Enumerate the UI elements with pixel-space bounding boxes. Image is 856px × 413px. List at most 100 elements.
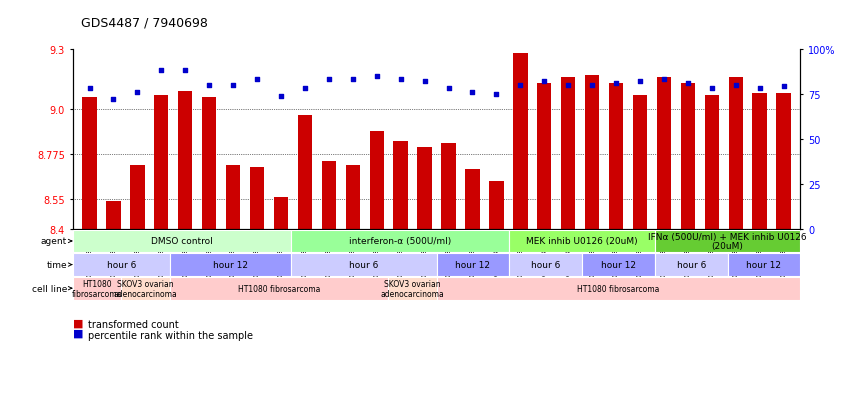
Point: [705, 86, 719, 93]
Bar: [681, 83, 695, 229]
Bar: [582, 254, 655, 276]
Text: transformed count: transformed count: [88, 320, 179, 330]
Text: agent: agent: [41, 237, 67, 246]
Bar: [122, 277, 169, 300]
Point: [83, 86, 97, 93]
Bar: [728, 254, 800, 276]
Bar: [466, 169, 479, 229]
Text: hour 12: hour 12: [746, 261, 782, 269]
Bar: [655, 230, 800, 253]
Point: [202, 82, 216, 89]
Bar: [346, 165, 360, 229]
Point: [322, 77, 336, 83]
Point: [514, 82, 527, 89]
Point: [274, 93, 288, 100]
Point: [681, 81, 695, 87]
Point: [394, 77, 407, 83]
Text: hour 6: hour 6: [107, 261, 136, 269]
Point: [130, 89, 144, 96]
Point: [466, 89, 479, 96]
Bar: [704, 95, 719, 229]
Bar: [437, 277, 800, 300]
Bar: [633, 95, 647, 229]
Text: SKOV3 ovarian
adenocarcinoma: SKOV3 ovarian adenocarcinoma: [114, 279, 177, 298]
Bar: [776, 93, 791, 229]
Point: [226, 82, 240, 89]
Bar: [82, 97, 97, 229]
Point: [776, 84, 790, 90]
Bar: [437, 254, 509, 276]
Bar: [490, 181, 503, 229]
Bar: [728, 78, 743, 229]
Point: [729, 82, 743, 89]
Bar: [752, 93, 767, 229]
Text: hour 6: hour 6: [676, 261, 706, 269]
Text: percentile rank within the sample: percentile rank within the sample: [88, 330, 253, 340]
Text: SKOV3 ovarian
adenocarcinoma: SKOV3 ovarian adenocarcinoma: [380, 279, 444, 298]
Bar: [106, 201, 121, 229]
Point: [346, 77, 360, 83]
Text: DMSO control: DMSO control: [151, 237, 213, 246]
Bar: [73, 277, 122, 300]
Text: IFNα (500U/ml) + MEK inhib U0126
(20uM): IFNα (500U/ml) + MEK inhib U0126 (20uM): [648, 232, 807, 251]
Bar: [154, 95, 169, 229]
Bar: [274, 197, 288, 229]
Text: GDS4487 / 7940698: GDS4487 / 7940698: [81, 17, 208, 29]
Bar: [291, 254, 437, 276]
Bar: [226, 165, 241, 229]
Bar: [655, 254, 728, 276]
Text: HT1080 fibrosarcoma: HT1080 fibrosarcoma: [577, 284, 660, 293]
Text: ■: ■: [73, 328, 83, 338]
Bar: [250, 167, 265, 229]
Bar: [657, 78, 671, 229]
Point: [370, 73, 383, 80]
Bar: [442, 143, 455, 229]
Point: [538, 78, 551, 85]
Bar: [130, 165, 145, 229]
Bar: [537, 83, 551, 229]
Point: [633, 78, 647, 85]
Bar: [202, 97, 217, 229]
Point: [178, 68, 192, 74]
Text: HT1080 fibrosarcoma: HT1080 fibrosarcoma: [238, 284, 320, 293]
Bar: [585, 76, 599, 229]
Bar: [169, 254, 291, 276]
Text: HT1080
fibrosarcoma: HT1080 fibrosarcoma: [72, 279, 122, 298]
Text: MEK inhib U0126 (20uM): MEK inhib U0126 (20uM): [526, 237, 638, 246]
Point: [657, 77, 671, 83]
Bar: [298, 115, 312, 229]
Point: [154, 68, 168, 74]
Bar: [418, 147, 431, 229]
Point: [250, 77, 264, 83]
Text: hour 12: hour 12: [213, 261, 248, 269]
Bar: [388, 277, 437, 300]
Point: [586, 82, 599, 89]
Bar: [509, 230, 655, 253]
Text: hour 6: hour 6: [531, 261, 561, 269]
Bar: [178, 92, 193, 229]
Bar: [73, 254, 169, 276]
Text: hour 12: hour 12: [601, 261, 636, 269]
Bar: [322, 161, 336, 229]
Text: cell line: cell line: [32, 284, 67, 293]
Point: [562, 82, 575, 89]
Bar: [291, 230, 509, 253]
Bar: [370, 131, 383, 229]
Text: hour 12: hour 12: [455, 261, 490, 269]
Point: [298, 86, 312, 93]
Point: [752, 86, 766, 93]
Point: [442, 86, 455, 93]
Bar: [609, 83, 623, 229]
Bar: [513, 54, 527, 229]
Bar: [73, 230, 291, 253]
Point: [107, 97, 121, 103]
Bar: [509, 254, 582, 276]
Point: [490, 91, 503, 98]
Bar: [394, 141, 407, 229]
Text: interferon-α (500U/ml): interferon-α (500U/ml): [349, 237, 451, 246]
Text: time: time: [46, 261, 67, 269]
Bar: [561, 78, 575, 229]
Point: [418, 78, 431, 85]
Text: hour 6: hour 6: [349, 261, 378, 269]
Bar: [169, 277, 388, 300]
